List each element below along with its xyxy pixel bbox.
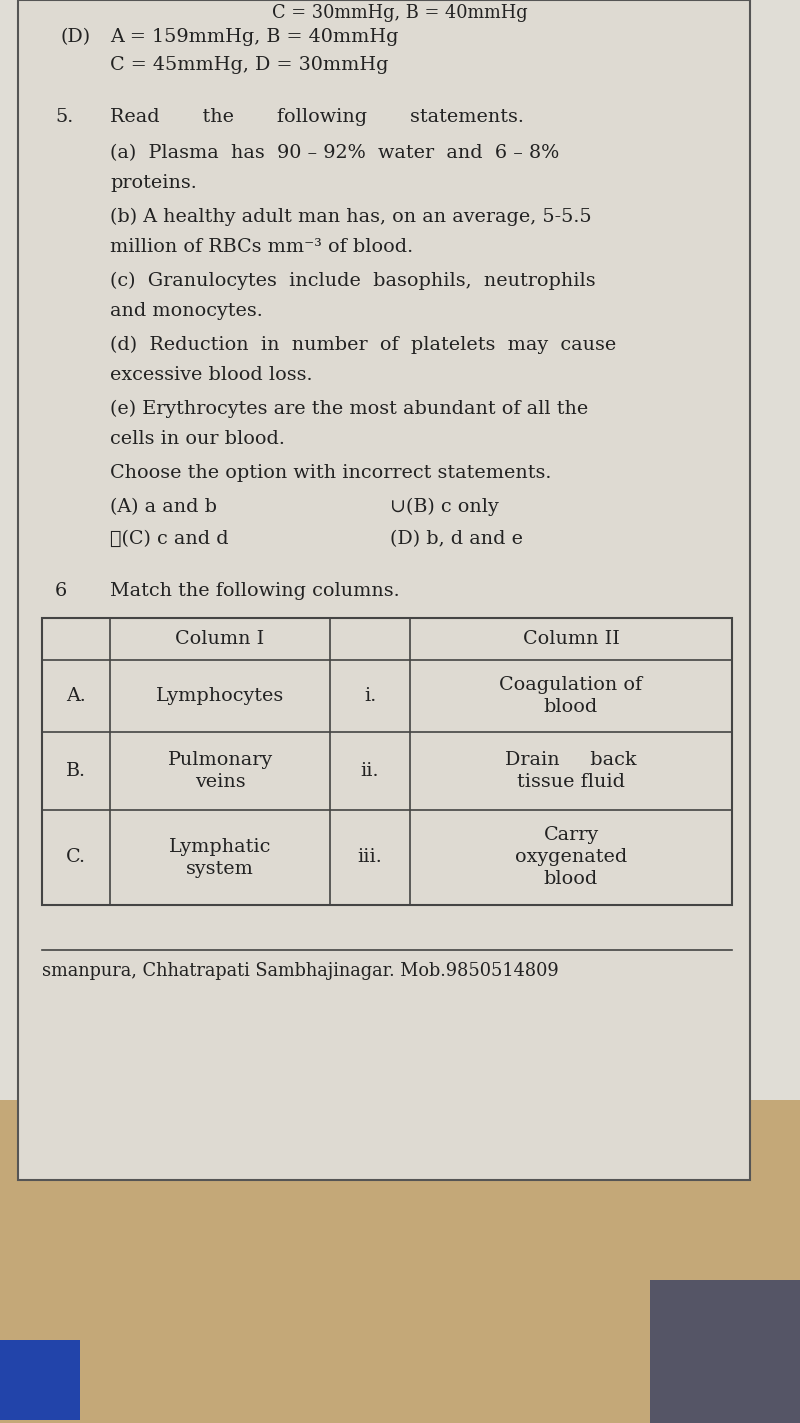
Text: Lymphatic: Lymphatic [169,838,271,855]
Text: and monocytes.: and monocytes. [110,302,262,320]
Text: (A) a and b: (A) a and b [110,498,217,517]
Text: Lymphocytes: Lymphocytes [156,687,284,704]
Text: C.: C. [66,848,86,867]
Text: iii.: iii. [358,848,382,867]
Text: (c)  Granulocytes  include  basophils,  neutrophils: (c) Granulocytes include basophils, neut… [110,272,596,290]
Text: (e) Erythrocytes are the most abundant of all the: (e) Erythrocytes are the most abundant o… [110,400,588,418]
Text: A.: A. [66,687,86,704]
Text: system: system [186,859,254,878]
Text: Column I: Column I [175,630,265,647]
Text: 5.: 5. [55,108,74,127]
Text: proteins.: proteins. [110,174,197,192]
Text: excessive blood loss.: excessive blood loss. [110,366,313,384]
Text: A = 159mmHg, B = 40mmHg: A = 159mmHg, B = 40mmHg [110,28,398,46]
Text: Read       the       following       statements.: Read the following statements. [110,108,524,127]
Text: ∪(B) c only: ∪(B) c only [390,498,498,517]
Text: blood: blood [544,871,598,888]
Text: smanpura, Chhatrapati Sambhajinagar. Mob.9850514809: smanpura, Chhatrapati Sambhajinagar. Mob… [42,962,558,980]
Text: B.: B. [66,761,86,780]
Text: Column II: Column II [522,630,619,647]
Text: (b) A healthy adult man has, on an average, 5-5.5: (b) A healthy adult man has, on an avera… [110,208,592,226]
Text: i.: i. [364,687,376,704]
Text: blood: blood [544,699,598,716]
Text: ⌢(C) c and d: ⌢(C) c and d [110,529,229,548]
Text: tissue fluid: tissue fluid [517,773,625,791]
Text: (D) b, d and e: (D) b, d and e [390,529,523,548]
Text: (d)  Reduction  in  number  of  platelets  may  cause: (d) Reduction in number of platelets may… [110,336,616,354]
Text: C = 30mmHg, B = 40mmHg: C = 30mmHg, B = 40mmHg [272,4,528,21]
Text: Drain     back: Drain back [506,751,637,768]
Text: cells in our blood.: cells in our blood. [110,430,285,448]
Text: Match the following columns.: Match the following columns. [110,582,400,601]
Bar [0,1340,80,1420]
Bar [18,0,750,1180]
Bar [42,618,732,905]
Text: veins: veins [194,773,246,791]
Text: ii.: ii. [361,761,379,780]
Text: (D): (D) [60,28,90,46]
Text: Carry: Carry [543,827,598,844]
Text: 6: 6 [55,582,67,601]
Text: Choose the option with incorrect statements.: Choose the option with incorrect stateme… [110,464,551,482]
Text: Pulmonary: Pulmonary [167,751,273,768]
Bar [0,1100,800,1423]
Text: (a)  Plasma  has  90 – 92%  water  and  6 – 8%: (a) Plasma has 90 – 92% water and 6 – 8% [110,144,559,162]
Text: million of RBCs mm⁻³ of blood.: million of RBCs mm⁻³ of blood. [110,238,413,256]
Text: C = 45mmHg, D = 30mmHg: C = 45mmHg, D = 30mmHg [110,55,389,74]
Bar [650,1281,800,1423]
Text: Coagulation of: Coagulation of [499,676,642,694]
Text: oxygenated: oxygenated [515,848,627,867]
